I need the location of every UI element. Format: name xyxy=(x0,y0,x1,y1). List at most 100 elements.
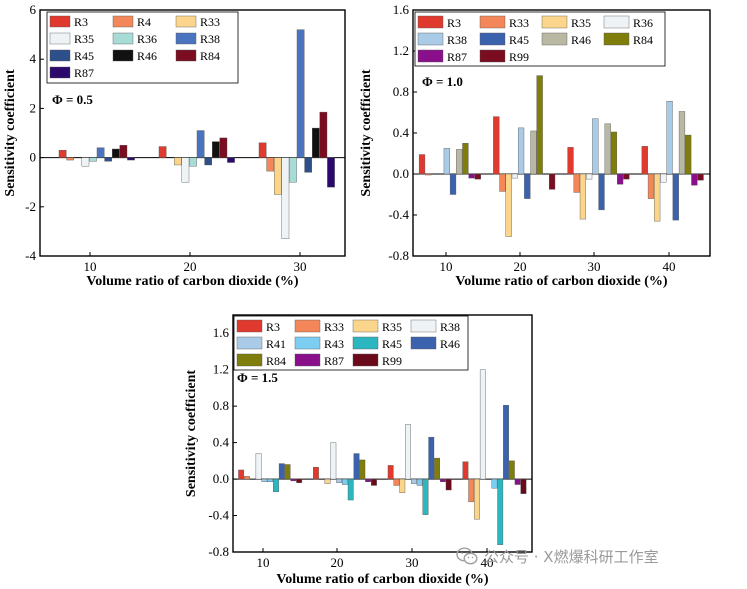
bar-r46 xyxy=(211,141,220,158)
legend-swatch xyxy=(175,15,197,28)
x-axis-label: Volume ratio of carbon dioxide (%) xyxy=(455,274,668,289)
bar-r45 xyxy=(304,157,313,173)
legend-swatch xyxy=(49,32,71,45)
legend-swatch xyxy=(417,32,444,46)
bar-r99 xyxy=(548,173,556,190)
bar-r46 xyxy=(312,127,320,158)
bar-r41 xyxy=(410,478,417,484)
legend-label: R41 xyxy=(266,337,286,351)
y-tick-label: -0.8 xyxy=(208,544,229,559)
legend-label: R4 xyxy=(137,15,151,29)
legend-label: R35 xyxy=(571,16,591,30)
bar-r36 xyxy=(586,173,593,180)
bar-r38 xyxy=(296,29,305,158)
bar-r35 xyxy=(281,157,290,239)
bar-r38 xyxy=(479,369,486,480)
bar-r35 xyxy=(81,157,90,167)
bar-r87 xyxy=(365,478,372,483)
y-tick-label: 2 xyxy=(30,100,37,115)
legend-swatch xyxy=(417,15,444,29)
bar-r84 xyxy=(434,457,440,480)
bar-r45 xyxy=(422,478,429,515)
legend-swatch xyxy=(236,353,263,367)
x-tick-label: 20 xyxy=(184,259,197,274)
bar-r33 xyxy=(499,173,506,192)
x-axis-label: Volume ratio of carbon dioxide (%) xyxy=(86,274,299,289)
legend-swatch xyxy=(175,32,197,45)
bar-r3 xyxy=(238,469,245,480)
bar-r99 xyxy=(697,173,704,181)
bar-r99 xyxy=(296,478,303,483)
legend-swatch xyxy=(479,49,506,63)
legend-swatch xyxy=(294,353,321,367)
legend-label: R87 xyxy=(447,50,467,64)
y-tick-label: 1.2 xyxy=(213,362,229,377)
legend-label: R45 xyxy=(74,49,94,63)
bar-r45 xyxy=(598,173,605,211)
legend-swatch xyxy=(175,49,197,62)
bar-r35 xyxy=(654,173,661,222)
legend-label: R35 xyxy=(74,32,94,46)
bar-r41 xyxy=(261,478,268,483)
bar-r45 xyxy=(672,173,679,221)
y-tick-label: 0.4 xyxy=(393,125,410,140)
legend-label: R36 xyxy=(137,32,157,46)
bar-r38 xyxy=(330,442,337,480)
y-tick-label: 1.6 xyxy=(213,325,230,340)
legend-label: R36 xyxy=(633,16,653,30)
bar-r33 xyxy=(573,173,580,193)
bar-r36 xyxy=(189,157,197,167)
bar-r35 xyxy=(181,157,190,183)
legend-swatch xyxy=(294,319,321,333)
bar-r84 xyxy=(685,134,692,175)
bar-r3 xyxy=(462,461,469,480)
y-tick-label: 1.6 xyxy=(393,2,410,17)
legend-swatch xyxy=(410,319,437,333)
bar-r84 xyxy=(284,464,291,480)
bar-r38 xyxy=(592,118,599,175)
watermark-text: 公众号 · X燃爆科研工作室 xyxy=(484,547,659,566)
bar-r99 xyxy=(520,478,527,494)
y-tick-label: 0.8 xyxy=(393,84,409,99)
legend-box xyxy=(46,11,239,84)
legend-label: R3 xyxy=(447,16,461,30)
bar-r33 xyxy=(647,173,655,199)
legend-swatch xyxy=(541,32,568,46)
bar-r46 xyxy=(353,453,360,480)
y-tick-label: 0.0 xyxy=(393,166,409,181)
bar-r38 xyxy=(255,453,262,480)
bar-r46 xyxy=(428,436,435,480)
bar-r36 xyxy=(660,173,667,183)
legend-label: R35 xyxy=(382,320,402,334)
bar-r43 xyxy=(342,478,348,485)
y-tick-label: -4 xyxy=(25,248,36,263)
y-axis-label: Sensitivity coefficient xyxy=(184,370,199,497)
bar-r84 xyxy=(536,75,543,175)
legend-label: R84 xyxy=(633,33,653,47)
bar-r84 xyxy=(359,459,366,480)
bar-r87 xyxy=(514,478,521,485)
phi-annotation: Φ = 1.5 xyxy=(237,370,278,385)
bar-r3 xyxy=(313,467,319,480)
bar-r3 xyxy=(58,150,67,158)
bar-r84 xyxy=(219,137,228,158)
bar-r45 xyxy=(273,478,279,493)
bar-r3 xyxy=(493,116,500,175)
bar-r33 xyxy=(173,157,182,166)
legend-swatch xyxy=(236,336,263,350)
x-tick-label: 40 xyxy=(481,555,494,570)
bar-r33 xyxy=(274,157,282,195)
y-tick-label: -2 xyxy=(25,199,36,214)
bar-r33 xyxy=(244,476,250,480)
legend-swatch xyxy=(294,336,321,350)
bar-r3 xyxy=(387,465,394,480)
phi-annotation: Φ = 1.0 xyxy=(422,74,463,89)
legend-label: R84 xyxy=(200,49,220,63)
legend-swatch xyxy=(49,15,71,28)
y-tick-label: 0.8 xyxy=(213,398,229,413)
legend-swatch xyxy=(352,353,379,367)
bar-r33 xyxy=(425,173,432,176)
bar-r84 xyxy=(508,460,515,480)
legend-swatch xyxy=(479,15,506,29)
plot-frame xyxy=(39,9,346,257)
